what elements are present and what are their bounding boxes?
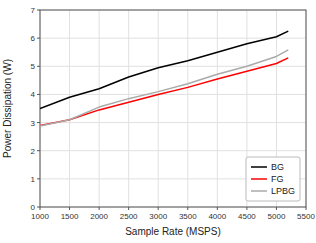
y-grid-line [40, 122, 306, 123]
y-tick [37, 38, 40, 39]
legend-label: FG [271, 174, 284, 184]
y-axis-label: Power Dissipation (W) [2, 59, 13, 158]
x-tick-label: 1000 [31, 212, 49, 221]
x-tick-label: 4500 [238, 212, 256, 221]
y-tick-label: 4 [31, 90, 36, 99]
x-tick-label: 3500 [179, 212, 197, 221]
x-tick [217, 207, 218, 210]
x-tick-label: 2500 [120, 212, 138, 221]
y-tick [37, 10, 40, 11]
grid [40, 10, 306, 207]
legend-swatch [251, 166, 267, 168]
y-grid-line [40, 178, 306, 179]
x-grid-line [128, 10, 129, 207]
legend-swatch [251, 178, 267, 180]
y-tick [37, 207, 40, 208]
y-grid-line [40, 150, 306, 151]
x-tick [99, 207, 100, 210]
x-tick [158, 207, 159, 210]
legend-label: LPBG [271, 186, 295, 196]
y-tick [37, 66, 40, 67]
y-tick-label: 7 [31, 6, 36, 15]
x-axis-label: Sample Rate (MSPS) [125, 226, 221, 237]
x-grid-line [217, 10, 218, 207]
y-tick-label: 0 [31, 203, 36, 212]
x-grid-line [99, 10, 100, 207]
x-grid-line [69, 10, 70, 207]
y-tick-label: 2 [31, 147, 36, 156]
legend: BG FG LPBG [246, 157, 300, 201]
x-tick [246, 207, 247, 210]
x-tick [306, 207, 307, 210]
x-tick [187, 207, 188, 210]
y-tick [37, 122, 40, 123]
x-tick-label: 3000 [149, 212, 167, 221]
plot-frame [40, 10, 306, 207]
axes: 1000 1500 2000 2500 3000 3500 4000 4500 5000 5500… [31, 6, 316, 221]
legend-label: BG [271, 162, 284, 172]
x-tick-label: 5000 [268, 212, 286, 221]
y-tick-label: 5 [31, 62, 36, 71]
x-tick [128, 207, 129, 210]
legend-swatch [251, 190, 267, 192]
series-line [40, 50, 288, 126]
x-tick-label: 1500 [61, 212, 79, 221]
chart: 1000 1500 2000 2500 3000 3500 4000 4500 5000 5500… [0, 0, 316, 243]
y-tick-label: 6 [31, 34, 36, 43]
x-grid-line [187, 10, 188, 207]
y-tick-label: 1 [31, 175, 36, 184]
y-tick [37, 150, 40, 151]
y-tick [37, 178, 40, 179]
plot-area [40, 31, 288, 126]
x-tick [69, 207, 70, 210]
x-tick-label: 2000 [90, 212, 108, 221]
y-tick [37, 94, 40, 95]
x-tick-label: 5500 [297, 212, 315, 221]
x-tick [276, 207, 277, 210]
legend-box [246, 157, 300, 201]
series-line [40, 58, 288, 126]
y-tick-label: 3 [31, 119, 36, 128]
x-grid-line [158, 10, 159, 207]
x-tick-label: 4000 [208, 212, 226, 221]
